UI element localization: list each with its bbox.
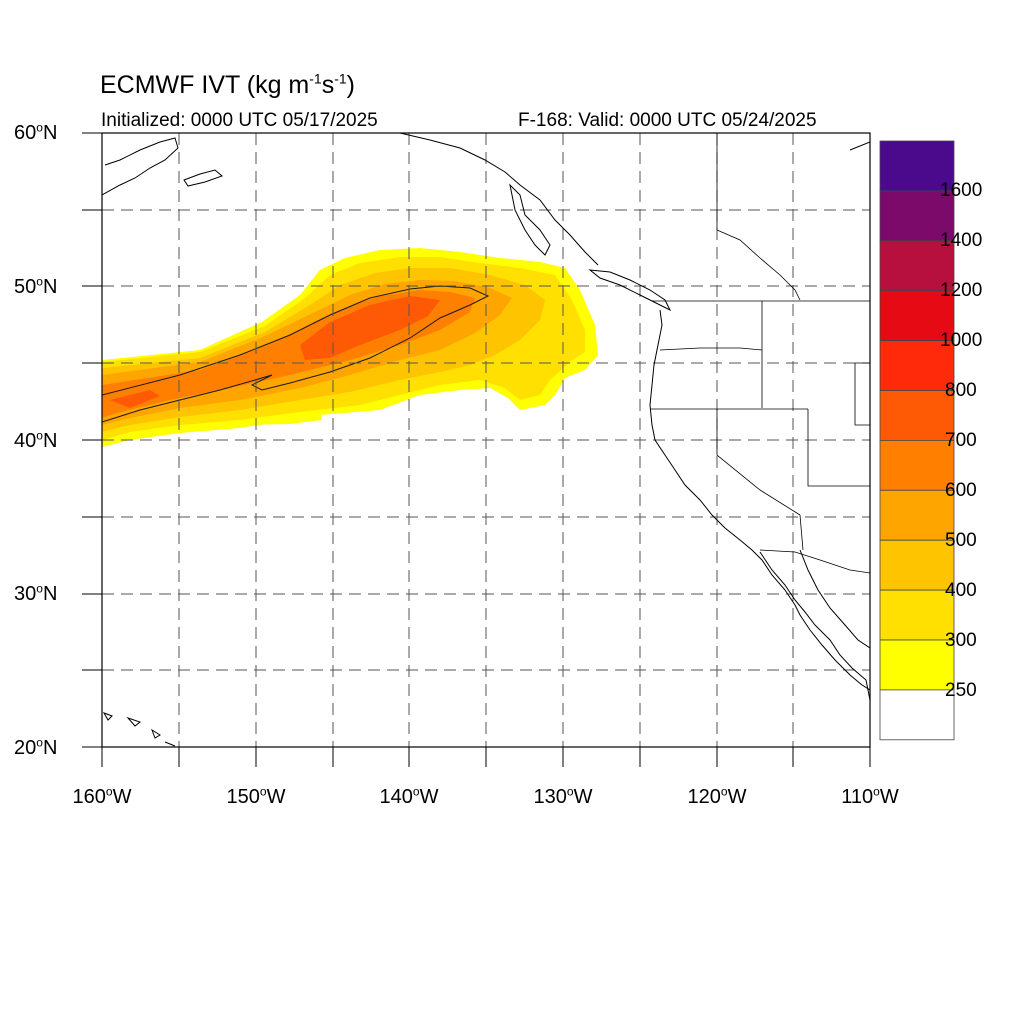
coast-islands — [509, 183, 551, 256]
colorbar-box — [879, 489, 955, 541]
vancouver-island — [588, 269, 672, 312]
lat-label-40n: 40oN — [14, 428, 58, 452]
lon-label-150w: 150oW — [226, 784, 286, 808]
graticule — [102, 133, 870, 747]
colorbar-box — [879, 639, 955, 691]
ivt-band-700 — [300, 296, 440, 360]
lon-label-130w: 130oW — [533, 784, 593, 808]
lon-label-110w: 110oW — [841, 784, 899, 808]
colorbar-label: 800 — [945, 380, 977, 401]
nv-ut-border — [807, 409, 870, 487]
colorbar-label: 1400 — [940, 230, 983, 251]
ivt-shading — [102, 248, 598, 447]
lat-label-60n: 60oN — [14, 120, 58, 144]
us-mexico-border — [759, 549, 870, 574]
ivt-band-250-small — [240, 410, 322, 425]
colorbar-box — [879, 589, 955, 641]
wa-or-border — [659, 347, 763, 351]
us-west-coast — [649, 309, 870, 691]
alaska-islands — [183, 169, 223, 187]
colorbar-box — [879, 390, 955, 441]
lon-label-140w: 140oW — [379, 784, 439, 808]
map-title: ECMWF IVT (kg m-1s-1) — [100, 70, 355, 99]
colorbar-label: 300 — [945, 630, 977, 651]
colorbar-box — [879, 539, 955, 591]
alaska-panhandle — [399, 133, 599, 266]
gulf-of-california — [799, 549, 870, 649]
lon-label-120w: 120oW — [687, 784, 747, 808]
alaska-canada-border — [716, 133, 801, 301]
hawaii-coast — [102, 712, 176, 747]
colorbar-label: 1600 — [940, 180, 983, 201]
ut-border — [854, 362, 870, 426]
baja-coast — [759, 551, 870, 701]
colorbar-box — [879, 290, 955, 342]
lat-label-30n: 30oN — [14, 581, 58, 605]
lon-label-160w: 160oW — [72, 784, 132, 808]
colorbar-label: 1200 — [940, 280, 983, 301]
ivt-band-700-b — [110, 390, 160, 408]
colorbar-label: 400 — [945, 580, 977, 601]
colorbar-label: 600 — [945, 480, 977, 501]
colorbar-box — [879, 689, 955, 741]
colorbar-box — [879, 340, 955, 391]
colorbar-box — [879, 439, 955, 491]
az-border — [799, 514, 804, 551]
lat-label-50n: 50oN — [14, 274, 58, 298]
tick-marks — [82, 132, 871, 767]
colorbar-label: 1000 — [940, 330, 983, 351]
contour-line — [102, 285, 490, 423]
ivt-contour — [102, 285, 490, 423]
colorbar-label: 500 — [945, 530, 977, 551]
borders — [650, 133, 870, 574]
valid-time: F-168: Valid: 0000 UTC 05/24/2025 — [518, 110, 817, 131]
initialized-time: Initialized: 0000 UTC 05/17/2025 — [101, 110, 378, 131]
ca-nv-border — [716, 409, 801, 516]
colorbar-label: 700 — [945, 430, 977, 451]
canada-coast — [849, 141, 870, 151]
coastlines — [102, 133, 870, 747]
colorbar — [879, 140, 955, 741]
alaska-coast — [102, 137, 179, 196]
colorbar-label: 250 — [945, 680, 977, 701]
lat-label-20n: 20oN — [14, 735, 58, 759]
